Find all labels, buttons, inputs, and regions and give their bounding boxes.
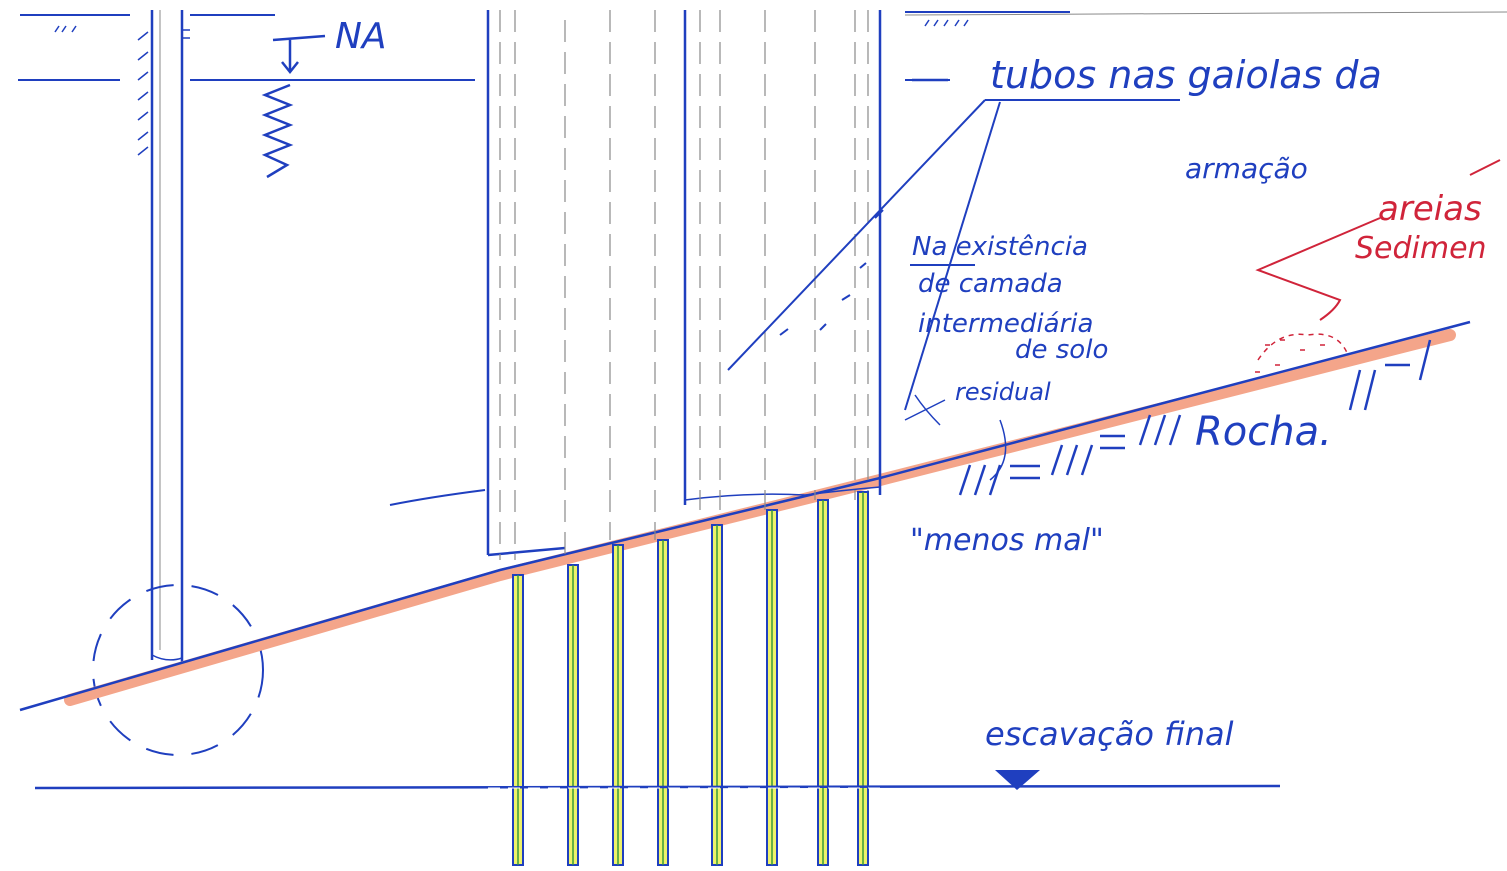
pile (567, 564, 579, 866)
tubes-note-line1: tubos nas gaiolas da (990, 53, 1382, 97)
final-excavation-label: escavação final (985, 715, 1234, 753)
detail-circle (92, 584, 264, 756)
rock-surface-highlight (64, 329, 1456, 706)
rock-socket-piles (512, 491, 869, 866)
pile (817, 499, 829, 866)
water-level-label: NA (335, 16, 387, 57)
pile (766, 509, 778, 866)
pile (857, 491, 869, 866)
rock-label: Rocha. (1195, 409, 1332, 455)
ground-hatch-marks (54, 19, 969, 156)
tremie-stroke (389, 489, 486, 506)
water-level-symbol (261, 34, 326, 179)
rock-hatch-marks (958, 339, 1432, 496)
pile (711, 524, 723, 866)
final-excavation-level (34, 770, 1281, 790)
residual-note-line2: de camada (918, 269, 1063, 299)
sands-label-line2: Sedimen (1355, 231, 1487, 266)
pile (612, 544, 624, 866)
residual-note-line3: intermediária (918, 309, 1093, 339)
sands-label-line1: areias (1378, 189, 1482, 229)
tubes-leader-lines (727, 99, 1180, 411)
ground-surface (18, 11, 1507, 81)
residual-note-arrow (904, 394, 1007, 481)
tubes-note-line2: armação (1185, 152, 1308, 185)
pile (512, 574, 524, 866)
residual-note-line4: de solo (1015, 335, 1108, 365)
left-wall (150, 10, 184, 662)
pile-group-frame (486, 10, 882, 557)
sands-deposit (1255, 333, 1349, 373)
residual-note-line1: Na existência (912, 232, 1088, 262)
sands-arrow (1255, 217, 1381, 321)
rock-surface-line (19, 320, 1471, 712)
residual-note-line5: residual (955, 378, 1051, 406)
pile (657, 539, 669, 866)
level-triangle-icon (995, 770, 1040, 790)
less-bad-label: "menos mal" (910, 523, 1104, 558)
reinforcement-lines (499, 10, 869, 560)
sands-top-mark (1469, 159, 1501, 176)
